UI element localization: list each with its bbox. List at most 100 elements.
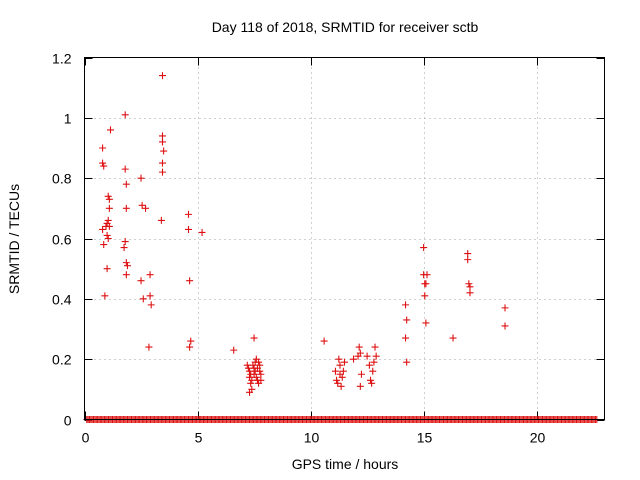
- y-tick-label: 0: [64, 413, 72, 429]
- data-point: [334, 379, 342, 387]
- data-point: [123, 262, 131, 270]
- tick-labels: 0 5 10 15 20 0 0.2 0.4 0.6 0.8 1 1.2: [52, 51, 545, 446]
- data-point: [122, 271, 130, 279]
- data-point: [320, 337, 328, 345]
- data-point: [372, 352, 380, 360]
- data-point: [501, 322, 509, 330]
- data-point: [420, 244, 428, 252]
- data-point: [356, 382, 364, 390]
- data-point: [146, 271, 154, 279]
- data-point: [337, 382, 345, 390]
- data-point: [137, 277, 145, 285]
- y-tick-label: 0.6: [52, 232, 72, 248]
- x-tick-label: 5: [195, 430, 203, 446]
- data-point: [159, 159, 166, 167]
- y-tick-label: 1: [64, 111, 72, 127]
- data-point: [363, 352, 371, 360]
- data-point: [104, 192, 112, 200]
- data-point: [402, 334, 410, 342]
- data-point: [339, 367, 347, 375]
- y-tick-label: 0.8: [52, 171, 72, 187]
- y-tick-label: 0.4: [52, 292, 72, 308]
- data-point: [159, 132, 166, 140]
- data-point: [185, 225, 192, 233]
- data-point: [99, 144, 107, 152]
- data-point: [251, 358, 259, 366]
- data-point: [186, 343, 194, 351]
- data-point: [449, 334, 457, 342]
- data-point: [142, 204, 150, 212]
- data-point: [365, 361, 373, 369]
- data-point: [186, 277, 194, 285]
- data-point: [105, 204, 113, 212]
- data-point: [250, 334, 258, 342]
- plot-frame: [84, 57, 605, 420]
- data-point: [146, 292, 154, 300]
- y-axis-label: SRMTID / TECUs: [6, 184, 22, 294]
- data-point: [466, 289, 474, 297]
- data-point: [99, 159, 107, 167]
- data-point: [338, 373, 346, 381]
- data-point: [464, 256, 472, 264]
- data-point: [121, 165, 129, 173]
- data-point: [157, 216, 165, 224]
- data-point: [120, 244, 128, 252]
- data-point: [104, 216, 112, 224]
- x-tick-label: 20: [530, 430, 546, 446]
- data-point: [335, 355, 343, 363]
- data-point: [350, 355, 358, 363]
- data-point: [257, 370, 265, 378]
- data-point: [159, 138, 166, 146]
- data-point: [139, 295, 147, 303]
- x-tick-label: 15: [417, 430, 433, 446]
- data-point: [121, 111, 129, 119]
- data-point: [159, 72, 166, 80]
- data-point: [466, 283, 474, 291]
- data-point: [105, 222, 113, 230]
- data-point: [104, 235, 112, 242]
- data-point: [421, 292, 429, 300]
- data-point: [356, 349, 364, 357]
- grid-lines: [84, 57, 605, 420]
- y-tick-label: 0.2: [52, 352, 72, 368]
- data-point: [185, 210, 192, 218]
- data-point: [198, 228, 206, 236]
- data-point: [248, 385, 256, 393]
- x-tick-label: 0: [82, 430, 90, 446]
- data-point: [357, 370, 365, 378]
- data-point: [422, 319, 430, 327]
- data-point: [355, 343, 363, 351]
- data-point: [247, 379, 255, 387]
- data-point: [465, 280, 473, 288]
- data-point: [122, 204, 130, 212]
- data-point: [137, 174, 145, 182]
- data-point: [101, 292, 109, 300]
- data-point: [160, 147, 168, 155]
- x-tick-label: 10: [304, 430, 320, 446]
- data-point: [402, 301, 410, 309]
- data-point: [138, 201, 146, 209]
- y-tick-label: 1.2: [52, 51, 72, 67]
- data-point: [121, 238, 129, 246]
- data-point: [122, 259, 130, 267]
- data-points: [99, 72, 509, 396]
- data-point: [403, 316, 411, 324]
- data-point: [370, 358, 378, 366]
- data-point: [103, 231, 111, 239]
- data-point: [159, 168, 166, 176]
- data-point: [423, 271, 431, 279]
- data-point: [145, 343, 153, 351]
- x-axis-label: GPS time / hours: [292, 456, 399, 472]
- data-point: [464, 250, 472, 258]
- data-point: [105, 195, 113, 203]
- data-point: [331, 367, 339, 375]
- data-point: [403, 358, 411, 366]
- data-point: [107, 126, 114, 134]
- data-point: [100, 241, 108, 249]
- data-point: [253, 364, 261, 372]
- data-point: [369, 367, 377, 375]
- data-point: [252, 373, 260, 381]
- data-point: [501, 304, 509, 312]
- data-point: [103, 265, 111, 273]
